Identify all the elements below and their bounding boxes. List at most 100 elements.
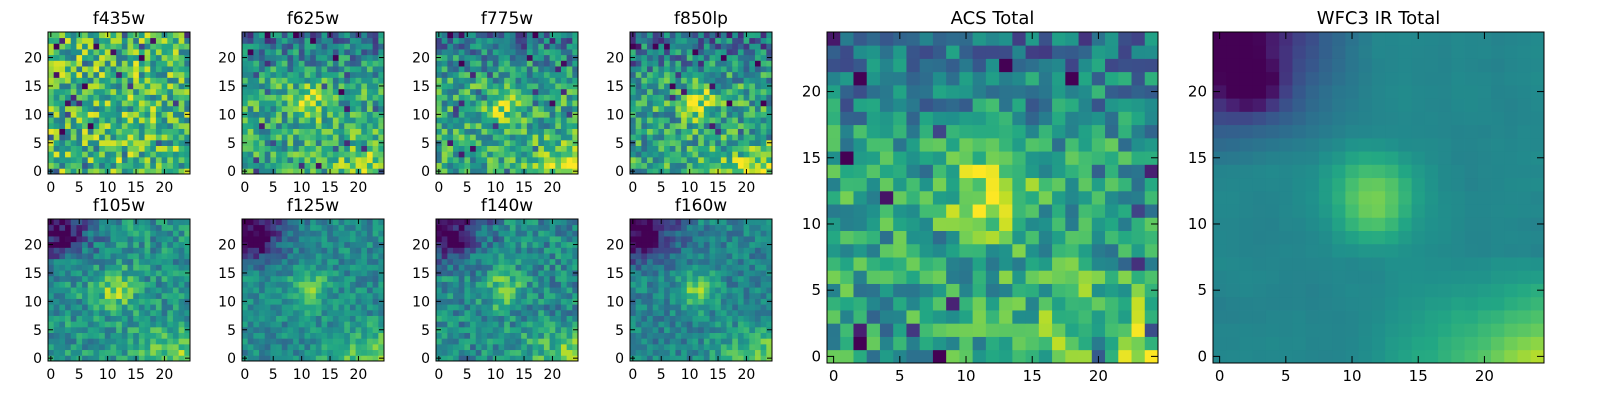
heatmap-cell — [492, 315, 499, 322]
heatmap-cell — [492, 71, 499, 78]
heatmap-cell — [532, 338, 539, 345]
heatmap-cell — [487, 258, 494, 265]
heatmap-cell — [532, 117, 539, 124]
heatmap-cell — [515, 111, 522, 118]
heatmap-cell — [641, 287, 648, 294]
heatmap-cell — [70, 338, 77, 345]
heatmap-cell — [754, 139, 762, 146]
heatmap-cell — [686, 111, 693, 118]
heatmap-cell — [652, 275, 659, 282]
heatmap-cell — [372, 105, 379, 112]
heatmap-cell — [652, 151, 659, 158]
heatmap-cell — [276, 343, 283, 351]
heatmap-cell — [321, 230, 328, 237]
heatmap-cell — [315, 105, 322, 112]
heatmap-cell — [76, 88, 83, 95]
heatmap-cell — [543, 292, 550, 299]
heatmap-cell — [555, 304, 562, 311]
heatmap-cell — [53, 292, 60, 299]
heatmap-cell — [538, 49, 545, 56]
heatmap-cell — [276, 349, 283, 356]
heatmap-cell — [509, 117, 516, 124]
heatmap-cell — [492, 117, 499, 124]
heatmap-cell — [754, 298, 762, 305]
heatmap-cell — [133, 309, 140, 316]
heatmap-cell — [167, 139, 174, 146]
heatmap-cell — [504, 37, 511, 44]
heatmap-cell — [293, 71, 300, 78]
heatmap-cell — [726, 326, 733, 333]
heatmap-cell — [247, 298, 254, 305]
heatmap-cell — [161, 66, 168, 73]
heatmap-cell — [532, 83, 539, 90]
heatmap-cell — [664, 43, 671, 50]
heatmap-cell — [65, 145, 72, 152]
heatmap-cell — [87, 32, 94, 39]
heatmap-cell — [647, 309, 654, 316]
heatmap-cell — [566, 230, 573, 237]
heatmap-cell — [698, 309, 705, 316]
heatmap-cell — [737, 43, 744, 50]
heatmap-cell — [264, 219, 271, 226]
heatmap-cell — [538, 66, 545, 73]
heatmap-cell — [737, 111, 744, 118]
heatmap-cell — [155, 54, 162, 61]
heatmap-cell — [315, 111, 322, 118]
heatmap-cell — [65, 49, 72, 56]
heatmap-cell — [675, 275, 682, 282]
heatmap-cell — [70, 83, 77, 90]
heatmap-cell — [361, 77, 368, 84]
heatmap-cell — [247, 270, 254, 277]
heatmap-cell — [635, 338, 642, 345]
heatmap-cell — [754, 343, 762, 351]
heatmap-cell — [270, 54, 277, 61]
heatmap-cell — [732, 105, 739, 112]
heatmap-cell — [338, 275, 345, 282]
heatmap-cell — [538, 304, 545, 311]
heatmap-cell — [293, 281, 300, 288]
heatmap-cell — [726, 281, 733, 288]
heatmap-cell — [76, 122, 83, 129]
heatmap-cell — [110, 43, 117, 50]
heatmap-cell — [720, 111, 727, 118]
heatmap-cell — [652, 94, 659, 101]
heatmap-cell — [470, 71, 477, 78]
heatmap-cell — [242, 253, 249, 260]
heatmap-cell — [737, 49, 744, 56]
heatmap-cell — [104, 287, 111, 294]
heatmap-cell — [737, 162, 744, 169]
heatmap-cell — [458, 168, 465, 175]
heatmap-cell — [669, 298, 676, 305]
heatmap-cell — [737, 338, 744, 345]
heatmap-cell — [355, 258, 362, 265]
heatmap-cell — [116, 117, 123, 124]
heatmap-cell — [555, 230, 562, 237]
heatmap-cell — [703, 281, 710, 288]
heatmap-cell — [310, 168, 317, 175]
heatmap-cell — [110, 287, 117, 294]
heatmap-cell — [93, 88, 100, 95]
heatmap-cell — [715, 304, 722, 311]
heatmap-cell — [127, 145, 134, 152]
heatmap-cell — [709, 292, 716, 299]
heatmap-cell — [93, 315, 100, 322]
heatmap-cell — [515, 230, 522, 237]
heatmap-cell — [133, 37, 140, 44]
heatmap-cell — [630, 349, 637, 356]
heatmap-cell — [692, 111, 699, 118]
heatmap-cell — [133, 49, 140, 56]
heatmap-cell — [543, 355, 550, 362]
heatmap-cell — [372, 83, 379, 90]
heatmap-cell — [526, 247, 533, 254]
heatmap-cell — [184, 94, 191, 101]
heatmap-cell — [458, 151, 465, 158]
heatmap-cell — [436, 162, 443, 169]
heatmap-cell — [715, 309, 722, 316]
heatmap-cell — [99, 241, 106, 248]
heatmap-cell — [167, 343, 174, 351]
heatmap-cell — [65, 292, 72, 299]
heatmap-cell — [327, 71, 334, 78]
heatmap-cell — [664, 287, 671, 294]
heatmap-cell — [161, 304, 168, 311]
heatmap-cell — [253, 253, 260, 260]
